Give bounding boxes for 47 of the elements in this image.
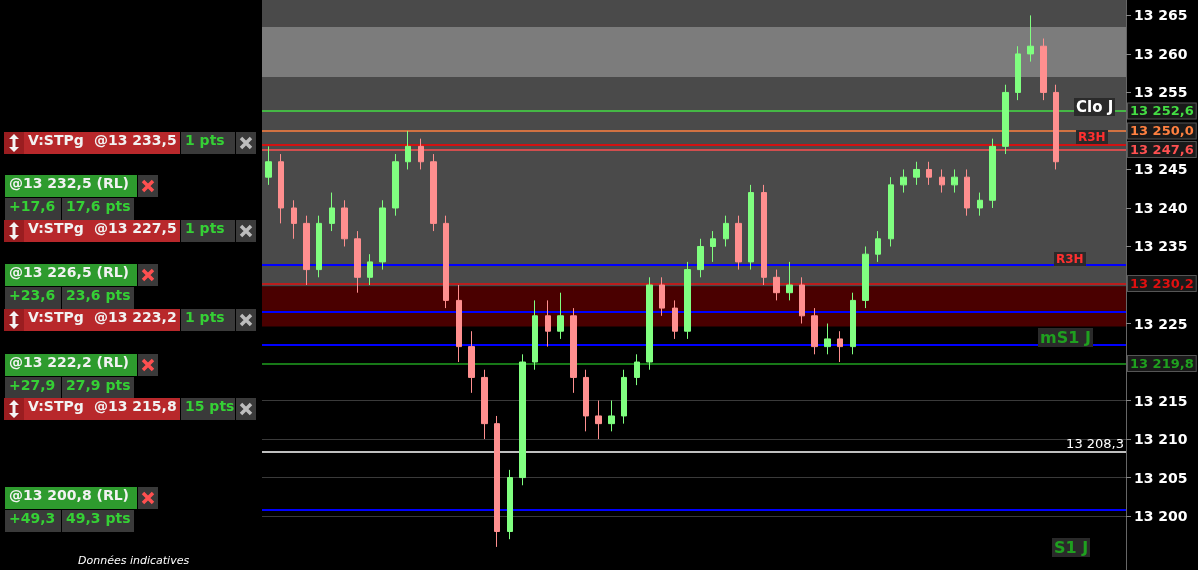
text: @13 232,5 (RL)	[5, 175, 137, 197]
annotation: mS1 J	[1038, 328, 1093, 347]
text: 1 pts	[181, 132, 235, 154]
text: @13 223,2	[90, 309, 180, 331]
text: +27,9	[5, 377, 61, 399]
ref-line-label: 13 208,3	[1066, 436, 1124, 452]
text: @13 233,5	[90, 132, 180, 154]
text: @13 222,2 (RL)	[5, 354, 137, 376]
text: V:STPg	[24, 220, 90, 242]
text: 17,6 pts	[62, 198, 134, 220]
y-tick-label: 13 245	[1134, 161, 1188, 178]
text: +23,6	[5, 287, 61, 309]
y-tick-label: 13 255	[1134, 84, 1188, 101]
text: V:STPg	[24, 132, 90, 154]
y-tick-label: 13 200	[1134, 508, 1188, 525]
annotation: R3H	[1076, 130, 1108, 144]
text: 49,3 pts	[62, 510, 134, 532]
y-tick-label: 13 235	[1134, 238, 1188, 255]
y-tick-label: 13 210	[1134, 431, 1188, 448]
text: V:STPg	[24, 309, 90, 331]
y-tick-label: 13 205	[1134, 469, 1188, 486]
text: 15 pts	[181, 398, 235, 420]
text: @13 215,8	[90, 398, 180, 420]
text: 1 pts	[181, 309, 235, 331]
text: V:STPg	[24, 398, 90, 420]
y-tick-label: 13 240	[1134, 199, 1188, 216]
ref-line-label: 13 252,6	[1130, 103, 1194, 119]
ref-line-label: 13 250,0	[1130, 123, 1194, 139]
y-tick-label: 13 215	[1134, 392, 1188, 409]
y-tick-label: 13 260	[1134, 45, 1188, 62]
text: @13 200,8 (RL)	[5, 487, 137, 509]
annotation: R3H	[1054, 252, 1086, 266]
text: 1 pts	[181, 220, 235, 242]
y-tick-label: 13 265	[1134, 7, 1188, 24]
text: +17,6	[5, 198, 61, 220]
text: @13 227,5	[90, 220, 180, 242]
text: 23,6 pts	[62, 287, 134, 309]
text: Données indicatives	[78, 554, 190, 567]
ref-line-label: 13 247,6	[1130, 141, 1194, 157]
text: 27,9 pts	[62, 377, 134, 399]
text: @13 226,5 (RL)	[5, 264, 137, 286]
ref-line-label: 13 230,2	[1130, 275, 1194, 291]
annotation: S1 J	[1052, 538, 1091, 557]
y-tick-label: 13 225	[1134, 315, 1188, 332]
text: +49,3	[5, 510, 61, 532]
annotation: Clo J	[1074, 98, 1116, 116]
ref-line-label: 13 219,8	[1130, 356, 1194, 372]
